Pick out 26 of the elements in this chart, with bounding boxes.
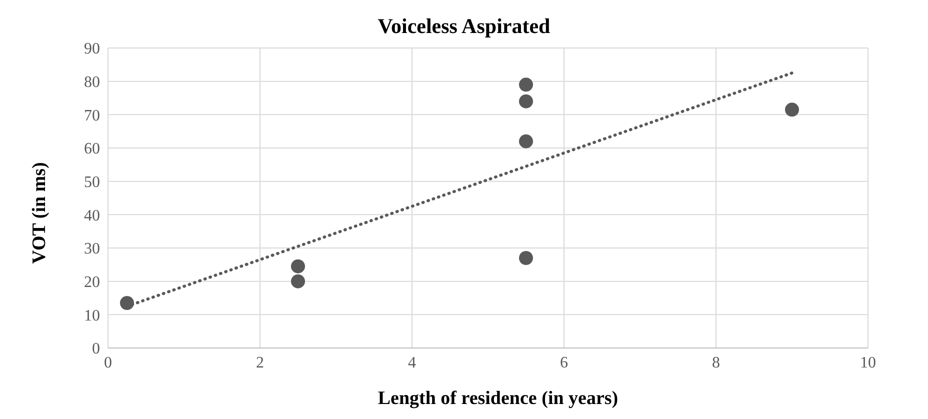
point <box>291 274 305 288</box>
x-axis-title: Length of residence (in years) <box>376 388 620 410</box>
x-tick-label: 0 <box>104 354 112 372</box>
y-tick-label: 20 <box>84 274 100 292</box>
x-tick-label: 2 <box>256 354 264 372</box>
point <box>519 251 533 265</box>
x-tick-label: 8 <box>712 354 720 372</box>
x-tick-label: 6 <box>560 354 568 372</box>
y-tick-label: 0 <box>92 340 100 358</box>
y-tick-label: 40 <box>84 207 100 224</box>
y-tick-label: 30 <box>84 240 100 258</box>
point <box>519 134 533 148</box>
x-tick-label: 4 <box>408 354 416 372</box>
y-tick-label: 50 <box>84 174 100 192</box>
x-tick-label: 10 <box>860 354 876 372</box>
point <box>519 94 533 108</box>
point <box>785 102 799 117</box>
y-axis-title: VOT (in ms) <box>29 162 51 264</box>
y-tick-label: 60 <box>84 140 100 158</box>
y-tick-label: 70 <box>84 107 100 124</box>
y-tick-label: 10 <box>84 307 100 324</box>
point <box>291 259 305 274</box>
chart-title: Voiceless Aspirated <box>376 14 552 39</box>
y-tick-label: 80 <box>84 74 100 92</box>
point <box>519 78 533 92</box>
y-tick-label: 90 <box>84 40 100 58</box>
